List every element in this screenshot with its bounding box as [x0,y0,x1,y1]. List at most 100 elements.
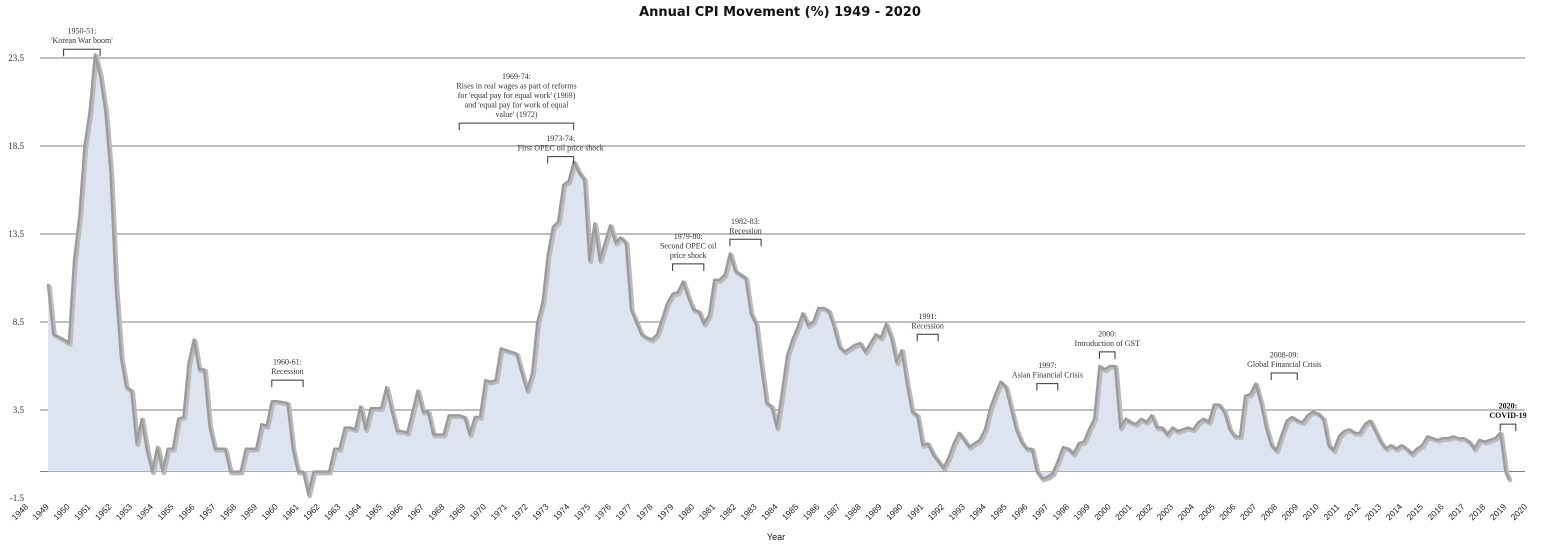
data-point-257 [1416,448,1418,450]
annotation-bracket-6 [916,333,939,342]
data-point-74 [463,416,465,418]
data-point-85 [521,372,523,374]
data-point-84 [515,353,518,355]
data-point-90 [547,254,549,256]
data-point-55 [364,428,367,430]
data-point-171 [968,446,970,448]
annotation-text: Rises in real wages as part of reforms [456,82,576,91]
data-point-260 [1431,437,1434,439]
data-point-216 [1202,418,1205,420]
data-point-47 [323,471,325,473]
data-point-138 [796,326,799,328]
x-tick-label: 2000 [1092,501,1113,522]
data-point-265 [1457,437,1460,439]
data-point-210 [1171,427,1173,429]
data-point-220 [1223,411,1225,413]
data-point-154 [880,337,882,339]
x-tick-label: 1986 [801,501,822,522]
x-tick-label: 2014 [1384,501,1405,522]
data-point-72 [453,414,455,416]
data-point-115 [677,291,679,293]
data-point-168 [953,442,955,444]
data-point-125 [729,252,731,254]
data-point-149 [854,344,856,346]
data-point-166 [942,467,944,469]
data-point-196 [1098,365,1100,367]
annotation-text: Global Financial Crisis [1247,360,1321,369]
x-tick-label: 1958 [218,501,239,522]
data-point-94 [567,180,570,182]
x-tick-label: 1987 [822,501,843,522]
x-tick-label: 1961 [280,502,301,523]
y-axis: -1.5 3.5 8.5 13.5 18.5 23.5 [8,53,24,503]
data-point-227 [1260,402,1262,404]
data-point-111 [656,333,658,335]
y-tick-label: 3.5 [13,405,25,415]
data-point-77 [479,416,481,418]
data-point-18 [146,449,148,452]
data-point-100 [599,259,601,261]
data-point-155 [885,323,887,325]
data-point-275 [1507,478,1510,480]
data-point-103 [614,242,617,244]
annotation-text: Recession [729,226,761,235]
x-axis-label: Year [767,532,785,542]
data-point-4 [73,259,75,261]
x-tick-label: 2017 [1446,501,1467,522]
data-point-83 [510,351,512,353]
data-point-24 [177,418,179,420]
annotation-text: Second OPEC oil [660,241,717,250]
data-point-266 [1463,437,1465,439]
data-point-17 [141,418,143,420]
x-tick-label: 1949 [30,501,51,522]
data-point-176 [994,393,996,395]
data-point-60 [390,409,393,411]
data-point-5 [78,215,80,217]
data-point-53 [354,428,356,430]
data-point-109 [646,337,648,339]
data-point-40 [276,400,278,402]
annotation-bracket-4 [672,263,705,271]
data-point-62 [401,430,403,432]
data-point-35 [245,448,247,450]
data-point-192 [1078,442,1080,444]
x-tick-label: 1966 [384,502,405,523]
data-point-255 [1405,448,1408,450]
data-point-213 [1187,427,1189,429]
data-point-87 [531,372,533,374]
data-point-173 [979,439,981,441]
annotation-text: Introduction of GST [1075,339,1140,348]
annotation-bracket-7 [1036,383,1059,391]
data-point-259 [1426,435,1428,437]
data-point-0 [47,284,49,286]
data-point-141 [812,321,814,323]
x-tick-label: 1997 [1030,502,1051,523]
data-point-3 [68,342,70,344]
x-tick-label: 2020 [1509,501,1530,522]
data-point-162 [921,444,924,446]
data-point-270 [1484,441,1486,443]
data-point-219 [1218,404,1220,406]
data-point-204 [1140,418,1142,420]
x-tick-label: 1978 [634,501,655,522]
data-point-263 [1447,437,1449,439]
data-point-120 [703,323,705,325]
x-tick-label: 1968 [426,501,447,522]
x-tick-label: 1989 [863,501,884,522]
data-point-15 [130,390,132,392]
data-point-147 [843,351,846,353]
data-point-59 [385,386,387,388]
data-point-61 [396,430,398,432]
data-point-46 [312,471,315,473]
data-point-226 [1255,383,1257,385]
x-tick-label: 1948 [10,501,31,522]
data-point-231 [1281,434,1283,436]
x-tick-label: 1985 [780,501,801,522]
annotation-text: 'Korean War boom' [51,36,113,45]
x-tick-label: 1960 [259,501,280,522]
data-point-267 [1468,441,1470,443]
data-point-107 [635,321,637,323]
data-point-146 [838,346,840,348]
data-point-185 [1041,478,1043,480]
data-point-187 [1052,472,1054,474]
